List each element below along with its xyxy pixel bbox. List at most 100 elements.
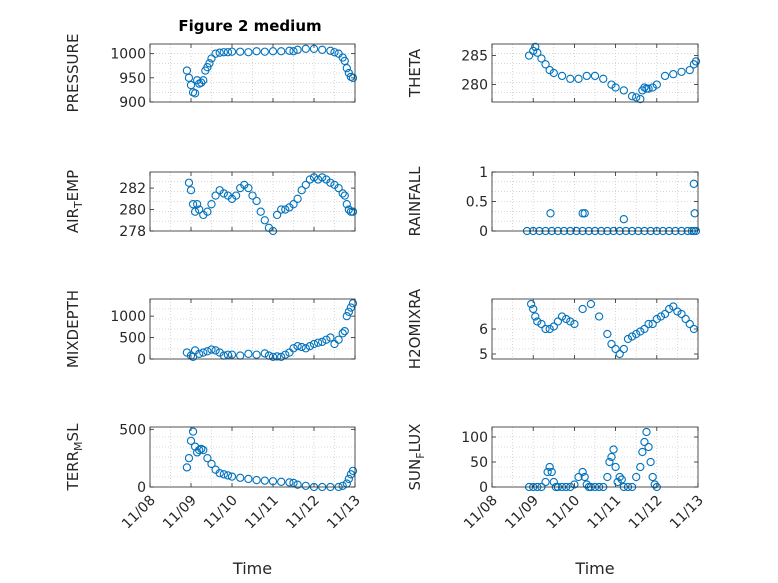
data-point: [636, 462, 645, 472]
data-point: [533, 48, 542, 57]
data-point: [348, 207, 358, 216]
data-point: [689, 324, 699, 334]
y-tick-label: 0.5: [466, 195, 488, 211]
data-point: [580, 209, 589, 218]
data-point: [244, 474, 253, 484]
data-point: [326, 46, 335, 55]
y-tick-label: 278: [119, 224, 146, 240]
series-markers: [182, 299, 358, 362]
data-point: [272, 352, 282, 361]
data-point: [186, 436, 196, 445]
data-point: [619, 215, 628, 224]
data-point: [685, 65, 694, 75]
data-point: [219, 189, 228, 198]
data-point: [285, 46, 294, 55]
data-point: [256, 207, 265, 216]
data-point: [199, 348, 208, 357]
data-point: [318, 173, 327, 182]
data-point: [632, 472, 641, 482]
subplot-theta: 280 285 THETA: [406, 42, 701, 104]
data-point: [252, 475, 261, 485]
data-point: [293, 341, 302, 351]
data-point: [277, 47, 286, 56]
data-point: [644, 442, 653, 452]
data-point: [309, 44, 319, 53]
data-point: [313, 338, 323, 347]
data-point: [537, 54, 546, 63]
data-point: [285, 478, 294, 487]
data-point: [582, 71, 591, 81]
data-point: [281, 350, 290, 359]
data-point: [301, 481, 310, 490]
data-point: [650, 480, 659, 489]
x-tick-label: 11/09: [160, 493, 200, 533]
data-point: [195, 205, 204, 214]
data-point: [215, 48, 224, 57]
y-axis-label: PRESSURE: [64, 34, 82, 113]
data-point: [344, 68, 353, 78]
data-point: [531, 312, 540, 321]
data-point: [309, 173, 319, 182]
data-point: [223, 350, 233, 359]
data-point: [529, 304, 538, 314]
data-point: [648, 319, 657, 329]
axis-box: [491, 426, 699, 488]
x-tick-label: 11/09: [502, 493, 542, 533]
data-point: [205, 59, 214, 68]
data-point: [277, 352, 286, 362]
y-tick-label: 280: [461, 78, 488, 94]
data-point: [277, 205, 286, 214]
subplot-h2omixra: 5 6 H2OMIXRA: [406, 288, 699, 369]
data-point: [529, 46, 538, 56]
axis-box: [491, 171, 699, 232]
data-point: [545, 65, 554, 75]
data-point: [609, 445, 618, 454]
data-point: [268, 352, 278, 362]
data-point: [691, 57, 701, 66]
data-point: [272, 210, 282, 220]
data-point: [309, 339, 319, 349]
data-point: [207, 54, 216, 63]
data-point: [652, 314, 661, 324]
data-point: [289, 478, 298, 488]
data-point: [570, 480, 579, 489]
data-point: [260, 47, 269, 56]
data-point: [543, 467, 552, 477]
data-point: [330, 339, 339, 349]
data-point: [574, 74, 583, 83]
data-point: [599, 74, 608, 83]
data-point: [605, 457, 614, 467]
data-point: [340, 56, 349, 66]
x-tick-label: 11/13: [667, 493, 707, 533]
data-point: [344, 307, 353, 317]
data-point: [252, 196, 261, 206]
data-point: [203, 347, 212, 356]
data-point: [524, 51, 534, 60]
data-point: [326, 333, 335, 342]
data-point: [301, 44, 310, 53]
y-axis-label: H2OMIXRA: [406, 288, 424, 369]
y-tick-label: 950: [119, 71, 146, 87]
data-point: [313, 175, 323, 184]
data-point: [660, 309, 670, 319]
data-point: [526, 299, 536, 309]
y-tick-label: 1000: [110, 47, 146, 63]
y-tick-label: 900: [119, 95, 146, 111]
data-point: [219, 48, 228, 57]
x-tick-label: 11/10: [201, 493, 241, 533]
data-point: [615, 349, 624, 359]
data-point: [248, 191, 257, 200]
data-point: [537, 319, 546, 329]
data-point: [660, 71, 670, 81]
data-point: [227, 472, 237, 481]
data-point: [207, 345, 216, 354]
data-point: [689, 179, 699, 188]
data-point: [197, 78, 206, 87]
data-point: [642, 427, 651, 437]
subplot-sun-flux: 0 50 100 11/08 11/09 11/10 11/11 11/12 11/13 SUNF…: [406, 424, 707, 578]
data-point: [586, 299, 596, 309]
data-point: [334, 183, 343, 193]
y-axis-label: THETA: [406, 48, 424, 98]
data-point: [186, 80, 196, 90]
